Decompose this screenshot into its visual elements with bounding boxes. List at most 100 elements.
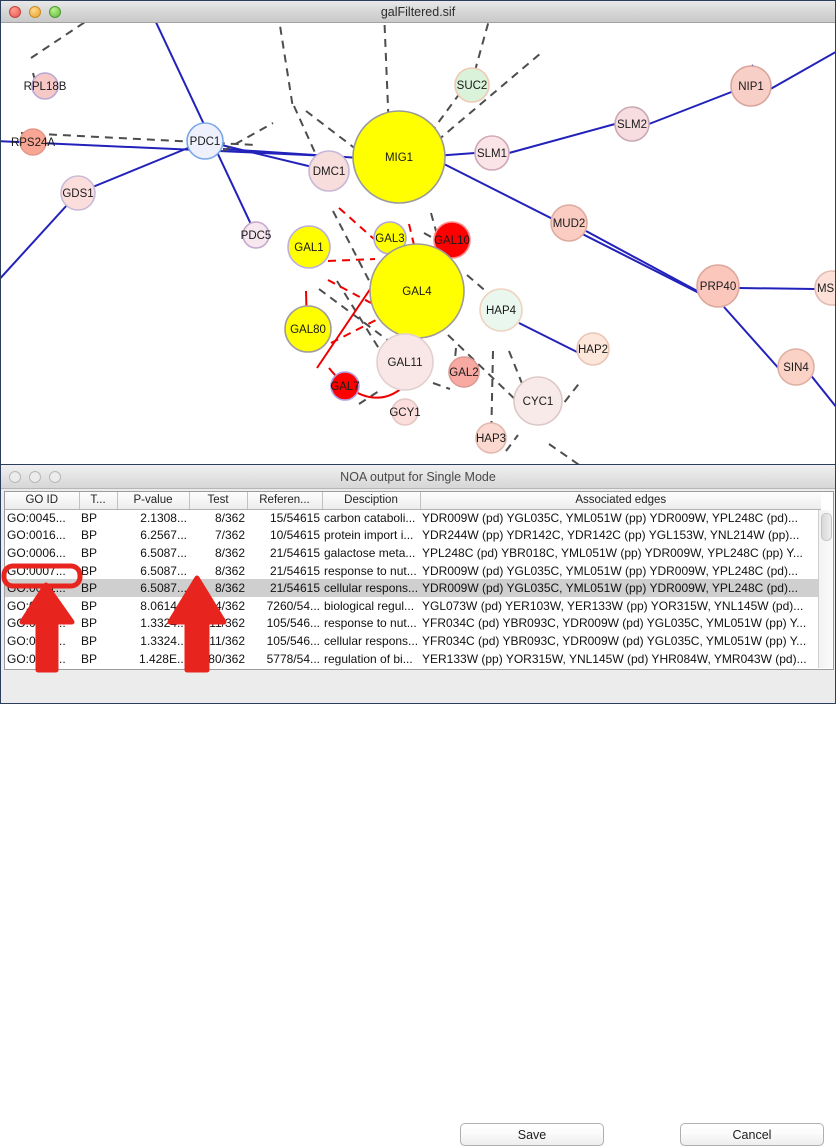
cell-type[interactable]: BP	[81, 598, 98, 613]
cell-p-value[interactable]: 2.1308...	[140, 511, 187, 526]
cell-test[interactable]: 8/362	[214, 511, 245, 526]
graph-node[interactable]: RPL18B	[24, 72, 67, 100]
cell-p-value[interactable]: 6.5087...	[140, 545, 187, 560]
graph-node[interactable]: MSL5	[814, 270, 836, 306]
graph-node[interactable]: GDS1	[60, 175, 96, 211]
cell-type[interactable]: BP	[81, 563, 98, 578]
cell-description[interactable]: biological regul...	[324, 598, 415, 613]
table-row[interactable]: GO:0050... BP 1.428E... 80/362 5778/54... reg…	[5, 650, 821, 668]
cell-p-value[interactable]: 1.3324...	[140, 633, 187, 648]
graph-node[interactable]: GAL1	[287, 225, 331, 269]
cell-reference[interactable]: 7260/54...	[266, 598, 320, 613]
graph-node[interactable]: PDC5	[241, 221, 272, 249]
cell-go-id[interactable]: GO:0006...	[7, 545, 66, 560]
cell-reference[interactable]: 15/54615	[269, 511, 320, 526]
col-header-p-value[interactable]: P-value	[117, 492, 190, 510]
cell-type[interactable]: BP	[81, 545, 98, 560]
table-row[interactable]: GO:0007... BP 6.5087... 8/362 21/54615 respon…	[5, 562, 821, 580]
cell-test[interactable]: 8/362	[189, 579, 247, 597]
cell-test[interactable]: 11/362	[209, 633, 245, 648]
cell-type[interactable]: BP	[81, 511, 98, 526]
table-row[interactable]: GO:0006... BP 6.5087... 8/362 21/54615 galact…	[5, 544, 821, 562]
cell-reference[interactable]: 5778/54...	[266, 651, 320, 666]
cell-associated-edges[interactable]: YDR009W (pd) YGL035C, YML051W (pp) YDR00…	[420, 579, 821, 597]
cell-associated-edges[interactable]: YPL248C (pd) YBR018C, YML051W (pp) YDR00…	[422, 545, 803, 560]
cell-description[interactable]: cellular respons...	[322, 579, 420, 597]
graph-node[interactable]: NIP1	[730, 65, 772, 107]
cell-go-id[interactable]: GO:0045...	[7, 511, 66, 526]
graph-node[interactable]: RPS24A	[11, 128, 55, 156]
table-row[interactable]: GO:0031... BP 6.5087... 8/362 21/54615 cellul…	[5, 579, 821, 597]
cell-associated-edges[interactable]: YFR034C (pd) YBR093C, YDR009W (pd) YGL03…	[422, 616, 807, 631]
graph-node[interactable]: HAP3	[475, 422, 507, 454]
col-header-test[interactable]: Test	[189, 492, 248, 510]
cell-description[interactable]: cellular respons...	[324, 633, 419, 648]
graph-node[interactable]: GAL2	[448, 356, 480, 388]
graph-node[interactable]: DMC1	[308, 150, 350, 192]
graph-node[interactable]: GAL10	[433, 221, 471, 259]
table-row[interactable]: GO:0031... BP 1.3324... 11/362 105/546... cel…	[5, 632, 821, 650]
save-button[interactable]: Save	[460, 1123, 604, 1146]
cell-description[interactable]: response to nut...	[324, 616, 417, 631]
cell-reference[interactable]: 10/54615	[269, 528, 320, 543]
cell-description[interactable]: protein import i...	[324, 528, 414, 543]
cell-test[interactable]: 11/362	[209, 616, 245, 631]
cell-p-value[interactable]: 6.5087...	[140, 563, 187, 578]
cell-associated-edges[interactable]: YER133W (pp) YOR315W, YNL145W (pd) YHR08…	[422, 651, 807, 666]
cancel-button[interactable]: Cancel	[680, 1123, 824, 1146]
zoom-button-icon[interactable]	[49, 5, 61, 18]
dialog-titlebar[interactable]: NOA output for Single Mode	[1, 465, 835, 489]
cell-description[interactable]: response to nut...	[324, 563, 417, 578]
close-button-icon[interactable]	[9, 5, 21, 18]
table-row[interactable]: GO:0045... BP 2.1308... 8/362 15/54615 carbon…	[5, 509, 821, 527]
cell-reference[interactable]: 21/54615	[269, 563, 320, 578]
graph-node[interactable]: SLM2	[614, 106, 650, 142]
scrollbar-thumb[interactable]	[821, 513, 832, 541]
col-header-go-id[interactable]: GO ID	[5, 492, 80, 510]
cell-reference[interactable]: 21/54615	[247, 579, 322, 597]
dialog-close-button-icon[interactable]	[9, 470, 21, 483]
cell-go-id[interactable]: GO:0065...	[7, 598, 66, 613]
cell-type[interactable]: BP	[81, 528, 98, 543]
cell-reference[interactable]: 105/546...	[266, 633, 320, 648]
cell-associated-edges[interactable]: YFR034C (pd) YBR093C, YDR009W (pd) YGL03…	[422, 633, 807, 648]
cell-description[interactable]: carbon cataboli...	[324, 511, 416, 526]
cell-p-value[interactable]: 1.428E...	[138, 651, 187, 666]
graph-node[interactable]: SUC2	[454, 67, 490, 103]
network-canvas[interactable]: .e-pp { stroke:#2222bb; stroke-width:2; …	[1, 23, 836, 467]
cell-go-id[interactable]: GO:0007...	[7, 563, 66, 578]
graph-node[interactable]: GAL11	[376, 333, 434, 391]
col-header-associated-edges[interactable]: Associated edges	[420, 492, 821, 510]
cell-p-value[interactable]: 1.3324...	[140, 616, 187, 631]
table-row[interactable]: GO:0031... BP 1.3324... 11/362 105/546... res…	[5, 615, 821, 633]
graph-node[interactable]: GAL4	[369, 243, 465, 339]
graph-node[interactable]: CYC1	[513, 376, 563, 426]
cell-test[interactable]: 80/362	[208, 651, 245, 666]
cell-go-id[interactable]: GO:0031...	[7, 633, 66, 648]
cell-type[interactable]: BP	[81, 616, 98, 631]
cell-test[interactable]: 94/362	[208, 598, 245, 613]
graph-node[interactable]: MIG1	[352, 110, 446, 204]
results-table-container[interactable]: GO ID T... P-value Test Referen... Desci…	[4, 491, 834, 670]
graph-node[interactable]: GAL7	[330, 371, 360, 401]
cell-go-id[interactable]: GO:0031...	[7, 616, 66, 631]
col-header-type[interactable]: T...	[79, 492, 118, 510]
cell-type[interactable]: BP	[79, 579, 117, 597]
table-row[interactable]: GO:0065... BP 8.0614... 94/362 7260/54... bio…	[5, 597, 821, 615]
cell-test[interactable]: 8/362	[214, 545, 245, 560]
cell-test[interactable]: 7/362	[214, 528, 245, 543]
cell-go-id[interactable]: GO:0050...	[7, 651, 66, 666]
col-header-reference[interactable]: Referen...	[247, 492, 323, 510]
cell-go-id[interactable]: GO:0016...	[7, 528, 66, 543]
graph-node[interactable]: SIN4	[777, 348, 815, 386]
graph-node[interactable]: GCY1	[389, 398, 421, 426]
graph-node[interactable]: PRP40	[696, 264, 740, 308]
cell-test[interactable]: 8/362	[214, 563, 245, 578]
dialog-minimize-button-icon[interactable]	[29, 470, 41, 483]
cell-type[interactable]: BP	[81, 633, 98, 648]
cell-go-id[interactable]: GO:0031...	[5, 579, 79, 597]
cell-description[interactable]: galactose meta...	[324, 545, 416, 560]
cell-associated-edges[interactable]: YDR009W (pd) YGL035C, YML051W (pp) YDR00…	[422, 511, 798, 526]
col-header-description[interactable]: Desciption	[322, 492, 421, 510]
graph-node[interactable]: HAP4	[479, 288, 523, 332]
